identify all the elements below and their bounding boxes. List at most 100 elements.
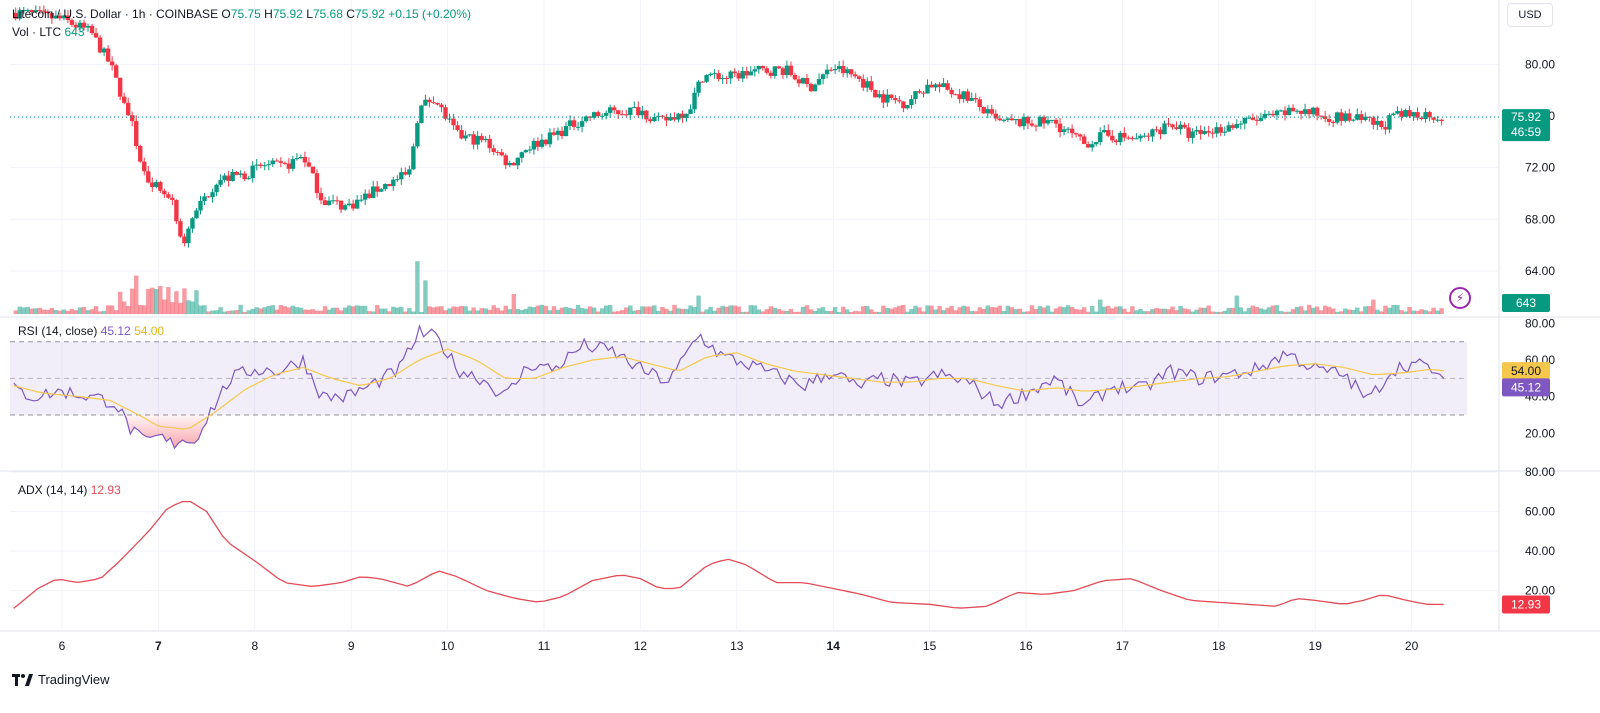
volume-bar bbox=[1290, 309, 1296, 314]
candle bbox=[475, 135, 480, 145]
candle bbox=[306, 162, 312, 167]
volume-bar bbox=[286, 307, 292, 314]
volume-bar bbox=[559, 307, 565, 314]
candle bbox=[579, 121, 585, 127]
volume-bar bbox=[961, 305, 966, 314]
volume-bar bbox=[1146, 311, 1151, 314]
volume-bar bbox=[318, 310, 324, 314]
volume-bar bbox=[1266, 307, 1272, 314]
high-value: 75.92 bbox=[272, 7, 303, 21]
candle bbox=[142, 161, 147, 172]
adx-tick-label: 80.00 bbox=[1525, 465, 1555, 479]
candle bbox=[700, 81, 705, 83]
volume-bar bbox=[1371, 299, 1376, 314]
volume-bar bbox=[1102, 306, 1107, 314]
candle bbox=[929, 84, 934, 88]
candle bbox=[1178, 124, 1183, 130]
price-tick-label: 80.00 bbox=[1525, 57, 1555, 71]
volume-bar bbox=[1407, 306, 1412, 314]
candle bbox=[1073, 133, 1079, 135]
candle bbox=[61, 15, 67, 19]
volume-bar bbox=[242, 311, 247, 314]
volume-bar bbox=[676, 308, 681, 314]
rsi-ma-badge bbox=[1502, 362, 1550, 381]
volume-bar bbox=[853, 310, 858, 314]
volume-bar bbox=[1218, 311, 1223, 314]
volume-bar bbox=[567, 307, 573, 314]
volume-bar bbox=[748, 305, 753, 314]
candle bbox=[1431, 117, 1436, 120]
volume-bar bbox=[270, 305, 275, 314]
candle bbox=[941, 83, 946, 87]
candle bbox=[599, 115, 605, 117]
candle bbox=[672, 117, 677, 120]
volume-bar bbox=[1162, 308, 1167, 314]
candle bbox=[1094, 142, 1099, 145]
volume-bar bbox=[941, 310, 946, 314]
volume-bar bbox=[435, 306, 440, 314]
volume-bar bbox=[865, 305, 870, 314]
currency-button[interactable]: USD bbox=[1507, 3, 1553, 27]
candle bbox=[1206, 131, 1211, 133]
volume-bar bbox=[1033, 309, 1039, 314]
price-tick-label: 72.00 bbox=[1525, 161, 1555, 175]
candle bbox=[150, 182, 155, 187]
candle bbox=[278, 161, 284, 163]
candle bbox=[302, 156, 308, 163]
candle bbox=[555, 130, 561, 135]
volume-bar bbox=[202, 305, 207, 314]
time-tick-label: 15 bbox=[923, 639, 937, 653]
candle bbox=[527, 149, 533, 151]
volume-legend: Vol · LTC 643 bbox=[12, 25, 85, 39]
candle bbox=[1322, 116, 1328, 119]
volume-bar bbox=[563, 306, 569, 314]
volume-bar bbox=[387, 311, 392, 314]
volume-bar bbox=[720, 305, 725, 314]
candle bbox=[338, 200, 344, 210]
volume-bar bbox=[1274, 305, 1280, 314]
volume-bar bbox=[1009, 307, 1015, 314]
candle bbox=[736, 73, 741, 79]
volume-bar bbox=[1053, 308, 1059, 314]
candle bbox=[1423, 112, 1428, 120]
candle bbox=[696, 81, 701, 93]
volume-bar bbox=[1045, 305, 1051, 314]
candle bbox=[371, 186, 376, 198]
volume-bar bbox=[672, 304, 677, 314]
candle bbox=[575, 126, 581, 128]
candle bbox=[1246, 117, 1252, 119]
candle bbox=[551, 132, 557, 135]
candle bbox=[45, 11, 51, 14]
volume-bar bbox=[395, 307, 400, 314]
volume-bar bbox=[41, 309, 47, 314]
candle bbox=[1282, 110, 1288, 116]
candle bbox=[652, 116, 657, 122]
tradingview-logo: TradingView bbox=[12, 672, 110, 687]
volume-bar bbox=[1134, 310, 1139, 314]
candle bbox=[1025, 116, 1031, 124]
candle bbox=[262, 165, 267, 167]
candle bbox=[933, 84, 938, 88]
volume-bar bbox=[1403, 311, 1408, 314]
candle bbox=[21, 9, 26, 11]
lightning-icon[interactable]: ⚡ bbox=[1449, 287, 1471, 309]
volume-bar bbox=[262, 307, 267, 314]
volume-bar bbox=[366, 311, 372, 314]
candle bbox=[33, 10, 39, 12]
volume-bar bbox=[599, 308, 605, 314]
volume-bar bbox=[1411, 310, 1416, 314]
candle bbox=[1077, 134, 1083, 137]
volume-label: Vol · LTC bbox=[12, 25, 62, 39]
volume-bar bbox=[1238, 307, 1244, 314]
volume-bar bbox=[65, 310, 71, 314]
volume-bar bbox=[226, 310, 231, 314]
candle bbox=[334, 200, 340, 202]
candle bbox=[1419, 117, 1424, 120]
candle bbox=[539, 139, 545, 147]
volume-bar bbox=[736, 306, 741, 314]
candle bbox=[632, 107, 637, 109]
volume-bar bbox=[624, 307, 629, 314]
time-tick-label: 16 bbox=[1019, 639, 1033, 653]
candle bbox=[1395, 111, 1400, 114]
